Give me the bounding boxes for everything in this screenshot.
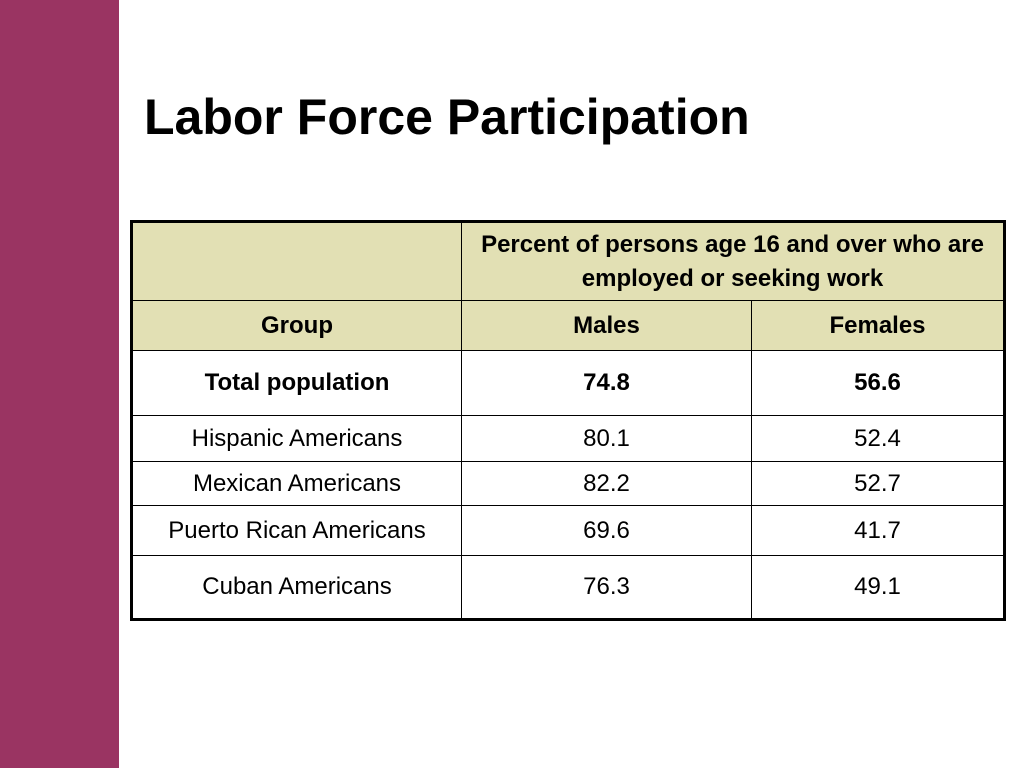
row-males-cell: 69.6 bbox=[461, 505, 752, 556]
row-females-cell: 49.1 bbox=[751, 555, 1005, 620]
column-header-males: Males bbox=[461, 300, 752, 351]
slide-title: Labor Force Participation bbox=[144, 89, 750, 145]
header-empty-cell bbox=[131, 221, 462, 301]
table-row: Mexican Americans 82.2 52.7 bbox=[131, 461, 1005, 506]
row-males-cell: 76.3 bbox=[461, 555, 752, 620]
row-females-cell: 52.7 bbox=[751, 461, 1005, 506]
labor-force-table: Percent of persons age 16 and over who a… bbox=[130, 220, 1006, 621]
table-row-total: Total population 74.8 56.6 bbox=[131, 350, 1005, 416]
table-header-row-columns: Group Males Females bbox=[131, 300, 1005, 351]
header-span-cell: Percent of persons age 16 and over who a… bbox=[461, 221, 1005, 301]
table-header-row-span: Percent of persons age 16 and over who a… bbox=[131, 221, 1005, 301]
row-males-cell: 80.1 bbox=[461, 415, 752, 462]
row-group-cell: Hispanic Americans bbox=[131, 415, 462, 462]
row-females-cell: 52.4 bbox=[751, 415, 1005, 462]
column-header-females: Females bbox=[751, 300, 1005, 351]
row-females-cell: 41.7 bbox=[751, 505, 1005, 556]
row-females-cell: 56.6 bbox=[751, 350, 1005, 416]
sidebar-accent-bar bbox=[0, 0, 119, 768]
column-header-group: Group bbox=[131, 300, 462, 351]
row-group-cell: Cuban Americans bbox=[131, 555, 462, 620]
row-group-cell: Puerto Rican Americans bbox=[131, 505, 462, 556]
row-group-cell: Total population bbox=[131, 350, 462, 416]
row-group-cell: Mexican Americans bbox=[131, 461, 462, 506]
row-males-cell: 74.8 bbox=[461, 350, 752, 416]
table-row: Hispanic Americans 80.1 52.4 bbox=[131, 415, 1005, 462]
table-row: Cuban Americans 76.3 49.1 bbox=[131, 555, 1005, 620]
sidebar-edge-line bbox=[119, 0, 122, 768]
row-males-cell: 82.2 bbox=[461, 461, 752, 506]
table-row: Puerto Rican Americans 69.6 41.7 bbox=[131, 505, 1005, 556]
